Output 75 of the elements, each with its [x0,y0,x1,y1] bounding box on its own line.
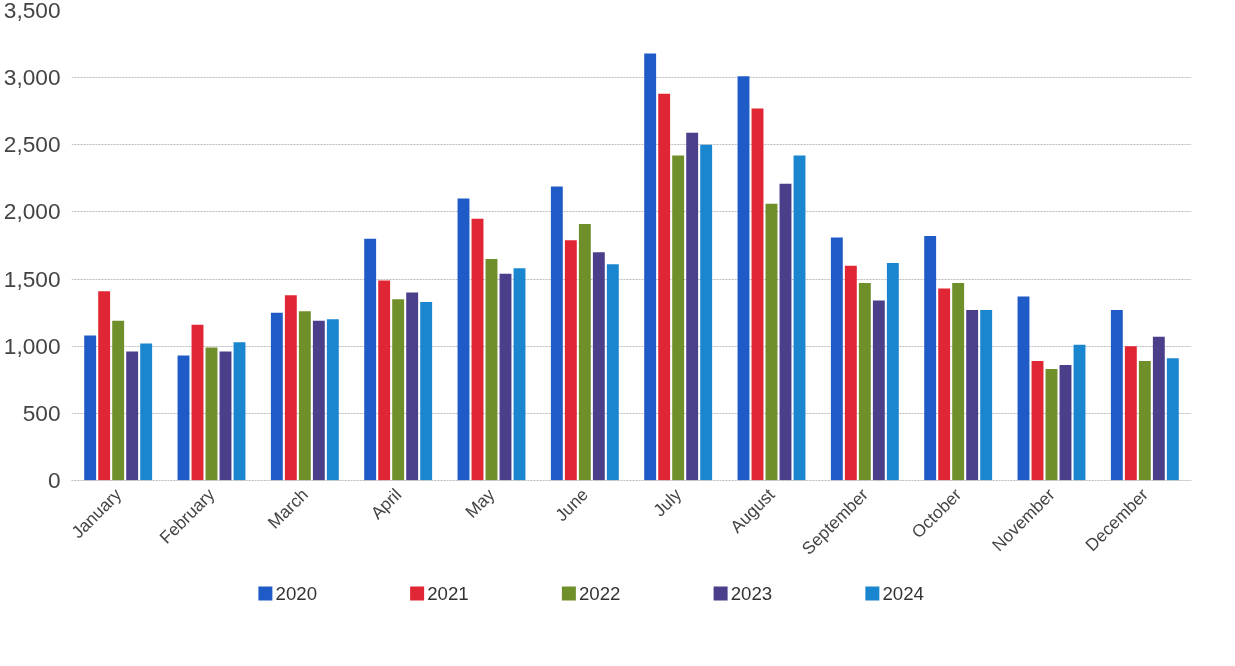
bar [219,351,232,481]
bar [924,236,937,481]
bar [406,292,419,481]
bar [737,76,750,481]
y-tick-label: 2,000 [3,198,61,225]
bar [886,262,899,481]
bar [270,312,283,481]
bar [191,324,204,481]
bar [471,218,484,481]
x-tick-label: May [461,484,499,522]
bar [84,335,97,481]
bar [1017,296,1030,481]
bar [966,309,979,481]
bar [298,311,311,481]
bar [378,280,391,481]
bar [658,93,671,481]
bar [1166,358,1179,481]
bar [844,265,857,481]
bar [140,343,153,481]
bar [858,283,871,481]
bar [312,320,325,481]
bar [550,186,563,481]
bar [564,240,577,481]
bar [872,300,885,481]
bar [126,351,139,481]
bar [1138,360,1151,481]
bar [700,144,713,481]
bar [1059,365,1072,481]
y-tick-label: 500 [22,399,61,426]
bar [485,258,498,481]
legend-label: 2024 [882,583,924,604]
bar [1110,309,1123,481]
bar [830,237,843,481]
legend-label: 2023 [730,583,773,604]
bar [499,273,512,481]
y-tick-label: 1,000 [3,332,61,359]
bar [779,183,792,481]
y-tick-label: 3,500 [3,0,61,23]
bar [938,288,951,481]
bar [420,301,433,481]
y-tick-label: 3,000 [3,64,61,91]
bar [233,342,246,481]
bar [457,198,470,481]
bar [672,155,685,481]
bar [578,224,591,481]
bar [952,283,965,481]
bar [112,320,125,481]
bar [1152,336,1165,481]
bar [606,264,619,481]
bar [205,347,218,481]
bar [1073,344,1086,481]
y-tick-label: 0 [47,467,61,493]
bar [98,291,111,481]
bar [765,203,778,481]
bar [1031,360,1044,481]
y-tick-label: 1,500 [3,265,61,292]
bar [751,108,764,481]
bar [980,309,993,481]
bar [644,53,657,481]
bar [513,268,526,481]
bar [686,132,699,481]
bar [1124,346,1137,481]
y-tick-label: 2,500 [3,131,61,158]
x-tick-label: July [649,484,686,521]
bar [1045,369,1058,481]
legend-label: 2022 [578,583,621,604]
legend-label: 2021 [427,583,469,604]
bar [284,295,297,481]
bar [364,238,377,481]
legend-label: 2020 [275,583,318,604]
bar [177,355,190,481]
bar [592,252,605,481]
bar [793,155,806,481]
bar [392,299,405,481]
bar [326,319,339,481]
